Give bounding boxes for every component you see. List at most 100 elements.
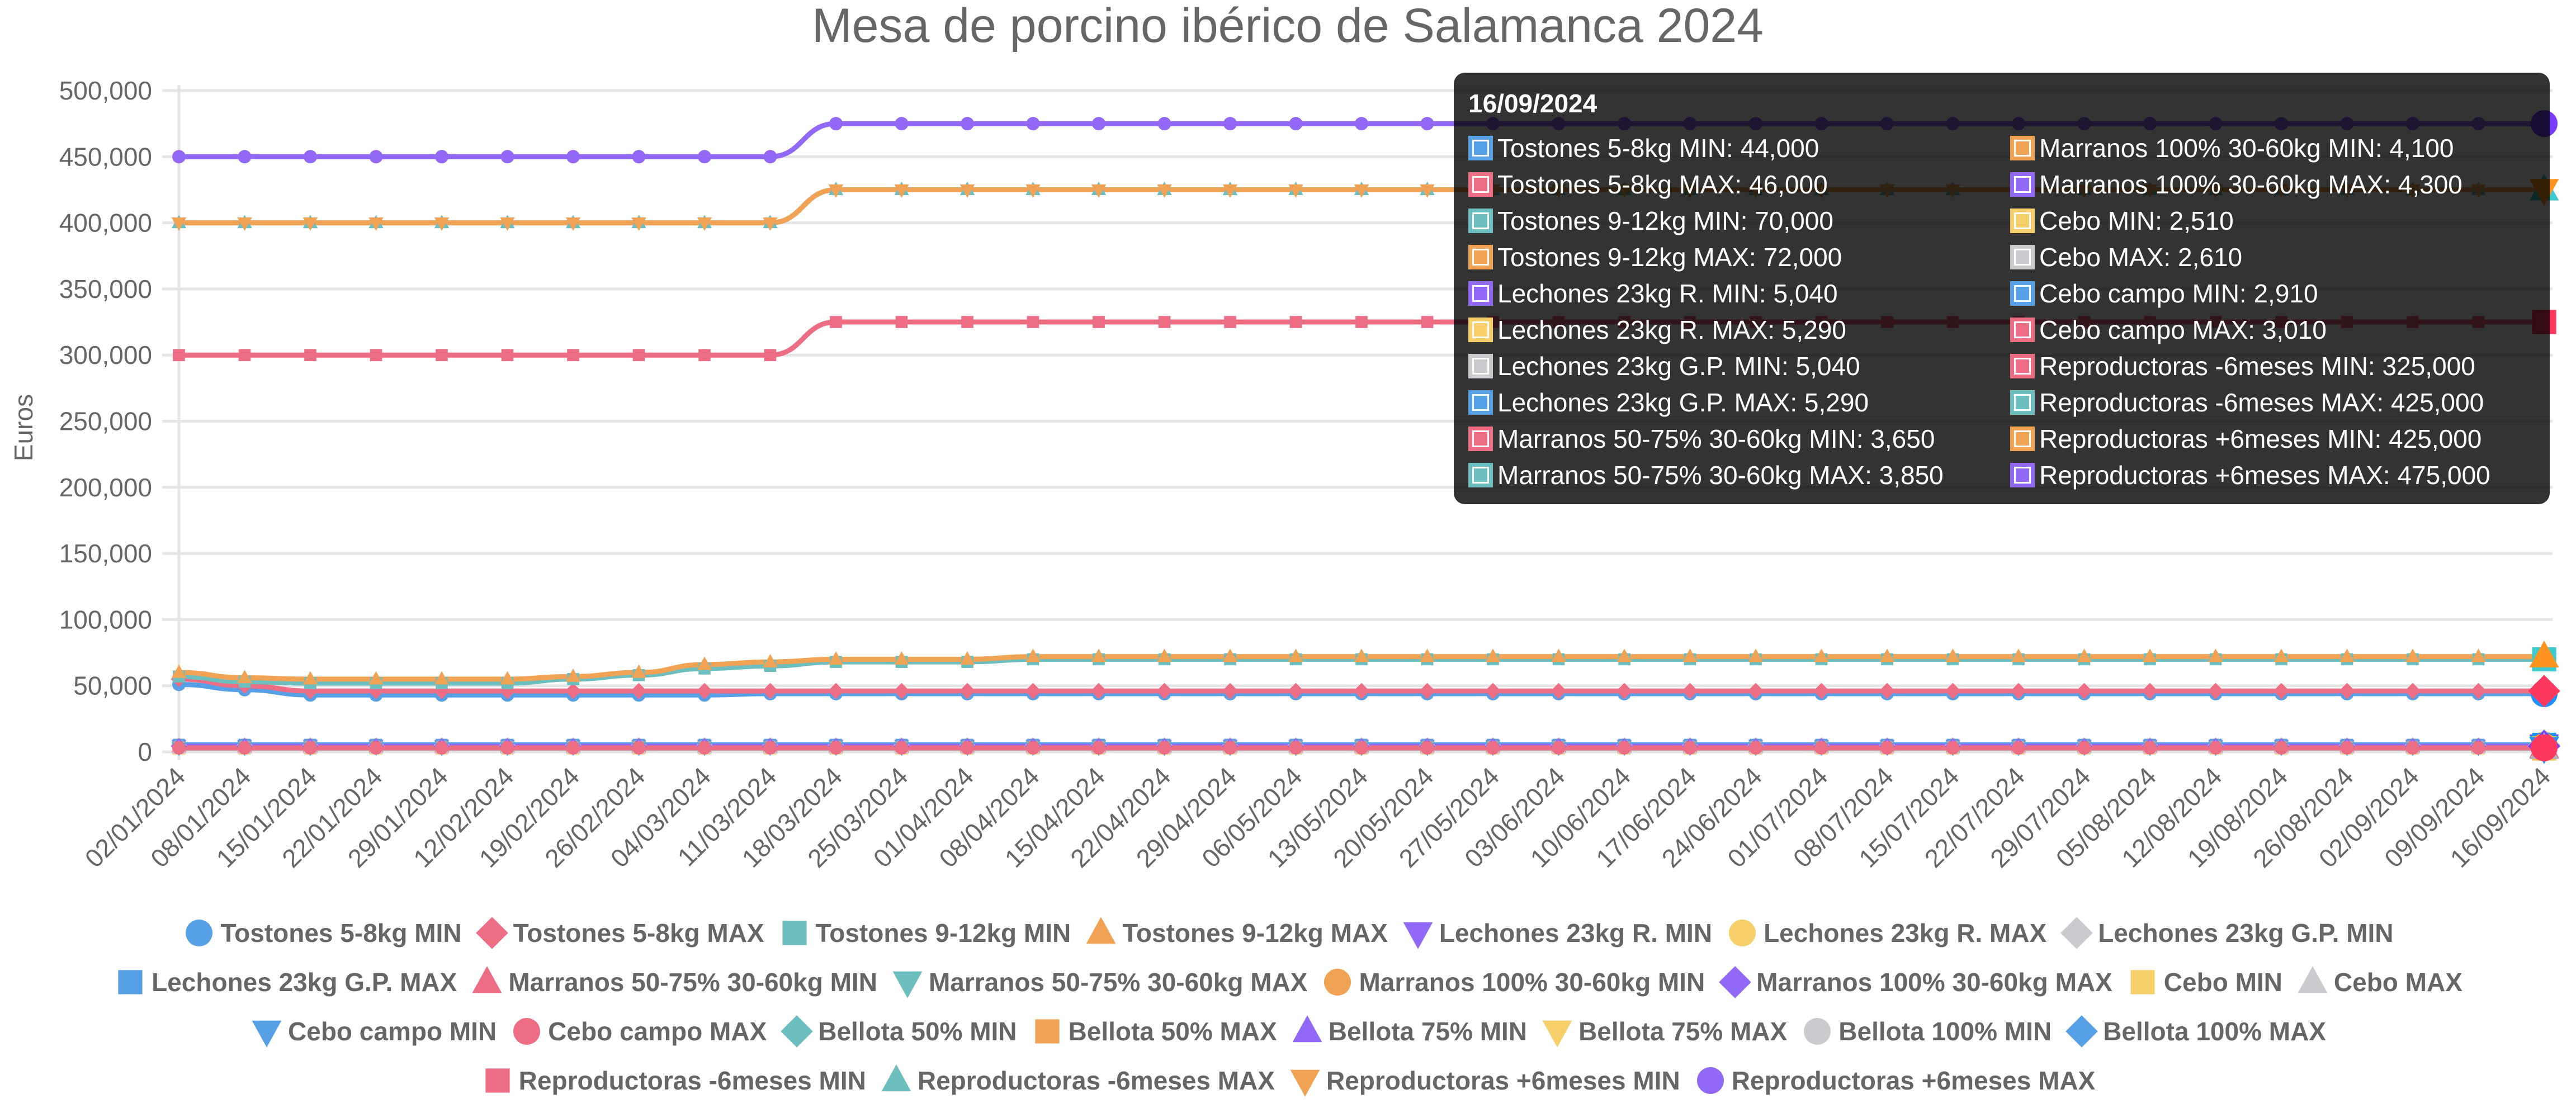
tooltip-color-swatch	[2010, 281, 2035, 306]
legend-item[interactable]: Marranos 100% 30-60kg MAX	[1718, 965, 2112, 999]
y-axis: 0 50,000 100,000 150,000 200,000 250,000 300,0…	[59, 76, 152, 766]
data-point	[959, 184, 975, 198]
legend-item[interactable]: Bellota 50% MIN	[780, 1015, 1017, 1048]
legend-label: Tostones 5-8kg MIN	[220, 918, 462, 948]
tooltip-item: Lechones 23kg R. MIN: 5,040	[1468, 275, 1993, 311]
tooltip-color-swatch	[1468, 172, 1493, 197]
data-point	[2405, 648, 2421, 662]
data-point	[565, 668, 581, 682]
legend-item[interactable]: Tostones 5-8kg MIN	[182, 916, 462, 950]
legend-item[interactable]: Marranos 100% 30-60kg MIN	[1321, 965, 1705, 999]
tooltip-item-text: Cebo campo MIN: 2,910	[2039, 278, 2318, 308]
legend-label: Cebo MIN	[2163, 968, 2282, 997]
data-point	[1157, 648, 1172, 662]
legend-marker	[1292, 1015, 1322, 1043]
data-point	[435, 741, 448, 755]
legend-label: Cebo campo MIN	[288, 1017, 497, 1046]
legend-marker-triangleDown-icon	[892, 971, 923, 998]
hovered-data-point	[2528, 675, 2560, 707]
data-point	[1222, 648, 1238, 662]
data-point	[1486, 741, 1500, 755]
legend-item[interactable]: Reproductoras +6meses MIN	[1288, 1064, 1680, 1097]
tooltip-color-swatch	[1468, 135, 1493, 160]
legend-item[interactable]: Cebo campo MIN	[250, 1015, 497, 1048]
data-point	[172, 150, 186, 164]
legend-item[interactable]: Tostones 9-12kg MAX	[1084, 916, 1388, 950]
data-point	[500, 671, 515, 685]
legend-item[interactable]: Reproductoras -6meses MAX	[880, 1064, 1275, 1097]
data-point	[1223, 741, 1237, 755]
data-point	[1093, 316, 1105, 328]
y-tick-label: 150,000	[59, 539, 152, 568]
legend-item[interactable]: Cebo MAX	[2296, 965, 2462, 999]
data-point	[1288, 683, 1304, 699]
data-point	[696, 683, 713, 699]
legend-item[interactable]: Bellota 75% MIN	[1291, 1015, 1527, 1048]
legend-item[interactable]: Marranos 50-75% 30-60kg MAX	[891, 965, 1307, 999]
legend-label: Bellota 75% MAX	[1578, 1017, 1788, 1046]
tooltip-item-text: Marranos 50-75% 30-60kg MIN: 3,650	[1497, 424, 1935, 453]
data-point	[1813, 683, 1830, 699]
data-point	[1156, 683, 1173, 699]
legend-label: Cebo MAX	[2333, 968, 2462, 997]
legend-marker	[1542, 1020, 1572, 1048]
legend-item[interactable]: Reproductoras +6meses MAX	[1694, 1064, 2095, 1097]
tooltip-item: Marranos 50-75% 30-60kg MAX: 3,850	[1468, 457, 1993, 493]
tooltip-item-text: Lechones 23kg R. MAX: 5,290	[1497, 315, 1846, 344]
legend-row: Cebo campo MIN Cebo campo MAX Bellota 50% …	[0, 1007, 2576, 1056]
data-point	[894, 651, 909, 665]
tooltip-color-swatch	[2010, 172, 2035, 197]
tooltip-color-swatch	[2010, 353, 2035, 378]
legend-item[interactable]: Reproductoras -6meses MIN	[481, 1064, 866, 1097]
x-axis: 02/01/202408/01/202415/01/202422/01/2024…	[79, 761, 2556, 873]
legend-item[interactable]: Bellota 75% MAX	[1540, 1015, 1787, 1048]
legend-label: Tostones 5-8kg MAX	[513, 918, 764, 948]
data-point	[1355, 316, 1368, 328]
data-point	[434, 217, 450, 231]
tooltip-item-text: Lechones 23kg R. MIN: 5,040	[1497, 278, 1838, 308]
data-point	[2077, 741, 2091, 755]
data-point	[237, 217, 252, 231]
legend-marker	[1034, 1019, 1060, 1044]
legend-item[interactable]: Bellota 50% MAX	[1031, 1015, 1277, 1048]
y-tick-label: 500,000	[59, 76, 152, 105]
legend-marker	[782, 921, 807, 945]
legend-item[interactable]: Bellota 100% MIN	[1800, 1015, 2052, 1048]
legend-item[interactable]: Bellota 100% MAX	[2065, 1015, 2326, 1048]
legend-item[interactable]: Tostones 5-8kg MAX	[475, 916, 764, 950]
data-point	[2274, 648, 2289, 662]
legend-label: Bellota 100% MIN	[1838, 1017, 2052, 1046]
legend-item[interactable]: Cebo campo MAX	[510, 1015, 767, 1048]
data-point	[304, 349, 316, 361]
data-point	[1682, 683, 1698, 699]
legend-marker-rectRot-icon	[781, 1015, 814, 1048]
legend-item[interactable]: Lechones 23kg G.P. MIN	[2060, 916, 2394, 950]
data-point	[1420, 184, 1435, 198]
data-point	[2077, 648, 2092, 662]
data-point	[763, 217, 778, 231]
data-point	[698, 741, 711, 755]
data-point	[1552, 741, 1566, 755]
data-point	[829, 741, 843, 755]
legend-marker	[252, 1020, 282, 1048]
legend-item[interactable]: Lechones 23kg G.P. MAX	[114, 965, 457, 999]
legend-item[interactable]: Lechones 23kg R. MIN	[1401, 916, 1712, 950]
legend-item[interactable]: Tostones 9-12kg MIN	[778, 916, 1071, 950]
data-point	[304, 741, 317, 755]
legend-label: Lechones 23kg R. MIN	[1439, 918, 1713, 948]
data-point	[961, 117, 974, 131]
y-tick-label: 300,000	[59, 340, 152, 369]
tooltip-item-text: Marranos 50-75% 30-60kg MAX: 3,850	[1497, 460, 1944, 490]
legend-label: Lechones 23kg R. MAX	[1764, 918, 2047, 948]
tooltip-color-swatch	[1468, 426, 1493, 451]
data-point	[1354, 184, 1369, 198]
data-point	[1485, 683, 1501, 699]
data-point	[1420, 117, 1434, 131]
legend-item[interactable]: Lechones 23kg R. MAX	[1726, 916, 2046, 950]
legend-item[interactable]: Cebo MIN	[2126, 965, 2282, 999]
legend-marker-triangleDown-icon	[252, 1020, 282, 1048]
legend-item[interactable]: Marranos 50-75% 30-60kg MIN	[470, 965, 877, 999]
data-point	[2209, 741, 2223, 755]
data-point	[1025, 184, 1041, 198]
legend-marker	[2060, 917, 2093, 949]
